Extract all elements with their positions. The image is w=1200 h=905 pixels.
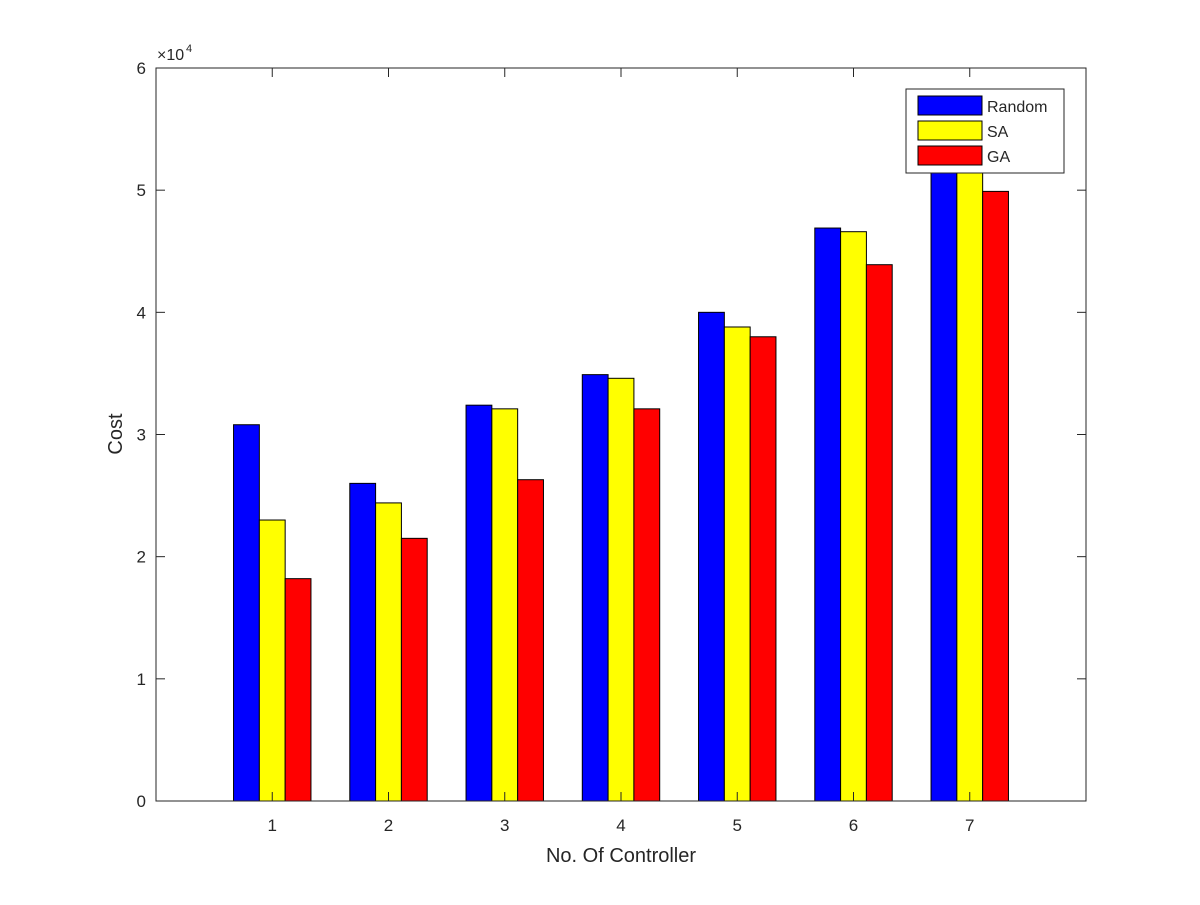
bar-sa-1 (258, 519, 286, 802)
bar-random-5 (698, 311, 725, 802)
bar-sa-7 (956, 159, 984, 802)
bar-random-3 (465, 404, 493, 802)
x-tick-label: 5 (733, 816, 742, 835)
bars (233, 155, 1009, 802)
y-tick-label: 5 (137, 181, 146, 200)
x-tick-label: 6 (849, 816, 858, 835)
legend-label-ga: GA (987, 149, 1010, 166)
bar-ga-4 (633, 408, 661, 802)
y-axis-label: Cost (105, 413, 127, 455)
legend: Random SA GA (905, 88, 1065, 174)
x-tick-label: 1 (268, 816, 277, 835)
y-tick-label: 6 (137, 59, 146, 78)
legend-swatch-sa (917, 120, 983, 141)
bar-random-6 (814, 227, 842, 802)
tick-labels: 1 2 3 4 5 6 7 0 1 2 3 4 5 6 (137, 59, 975, 835)
bar-sa-6 (840, 231, 867, 802)
bar-ga-3 (517, 479, 544, 802)
legend-label-random: Random (987, 99, 1047, 116)
bar-ga-5 (749, 336, 777, 802)
y-tick-label: 4 (137, 303, 146, 322)
y-tick-label: 2 (137, 548, 146, 567)
x-tick-label: 4 (616, 816, 625, 835)
bar-random-2 (349, 482, 377, 802)
bar-ga-6 (865, 264, 893, 802)
x-tick-label: 2 (384, 816, 393, 835)
legend-swatch-random (917, 95, 983, 116)
x-axis-label: No. Of Controller (546, 845, 696, 867)
legend-swatch-ga (917, 145, 983, 166)
bar-random-4 (581, 374, 609, 802)
y-tick-label: 1 (137, 670, 146, 689)
bar-random-1 (233, 424, 260, 802)
y-tick-label: 0 (137, 792, 146, 811)
y-tick-label: 3 (137, 426, 146, 445)
bar-random-7 (930, 155, 958, 802)
legend-label-sa: SA (987, 124, 1009, 141)
bar-sa-5 (723, 326, 751, 802)
bar-ga-2 (400, 537, 428, 802)
bar-ga-7 (982, 190, 1009, 802)
bar-sa-4 (607, 377, 635, 802)
axis-ticks (156, 67, 1086, 802)
legend-items: Random SA GA (917, 95, 1047, 166)
x-tick-label: 7 (965, 816, 974, 835)
y-axis-exponent-power: 4 (186, 43, 192, 55)
bar-sa-2 (375, 502, 402, 802)
bar-sa-3 (491, 408, 519, 802)
x-tick-label: 3 (500, 816, 509, 835)
y-axis-exponent: ×10 (157, 47, 184, 64)
bar-ga-1 (284, 578, 312, 802)
